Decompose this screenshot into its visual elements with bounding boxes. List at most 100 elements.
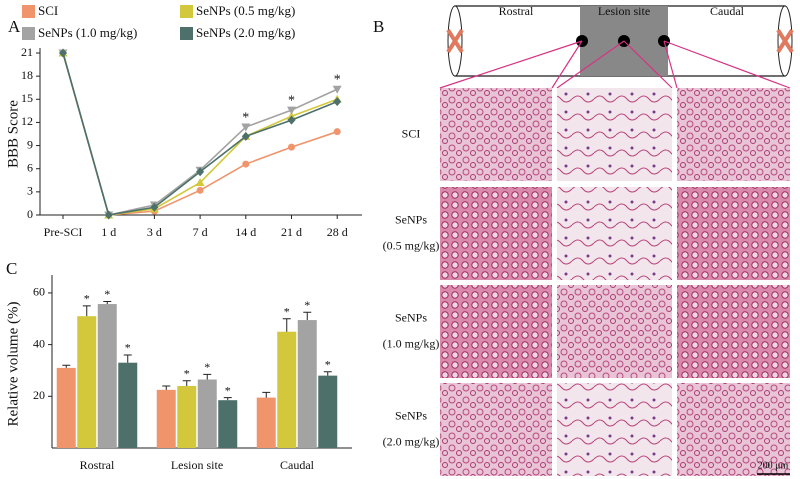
- x-tick-label: 28 d: [327, 225, 348, 239]
- legend-label: SCI: [38, 3, 58, 18]
- x-tick-label: 21 d: [281, 225, 302, 239]
- y-tick-label: 18: [21, 68, 33, 82]
- bar: [56, 367, 76, 448]
- significance-mark: *: [184, 367, 190, 381]
- x-tick-label: Caudal: [280, 458, 315, 472]
- histology-image: [557, 88, 672, 181]
- region-label: Rostral: [499, 4, 534, 18]
- point: [288, 143, 295, 151]
- error-bar: [82, 305, 91, 317]
- significance-mark: *: [284, 305, 290, 319]
- bar: [318, 375, 338, 448]
- point: [150, 202, 159, 212]
- histology-image: [557, 383, 672, 476]
- point: [287, 106, 296, 115]
- error-bar: [262, 391, 271, 398]
- point: [333, 128, 341, 136]
- significance-mark: *: [84, 292, 90, 306]
- error-bar: [62, 364, 71, 368]
- bar: [77, 316, 97, 448]
- point: [241, 123, 251, 132]
- legend-swatch: [180, 5, 193, 18]
- histology-grid: [440, 88, 790, 476]
- significance-mark: *: [288, 93, 295, 108]
- y-tick-label: 3: [27, 184, 33, 198]
- bar: [156, 389, 176, 448]
- significance-mark: *: [334, 72, 341, 87]
- panel-label: C: [6, 259, 17, 278]
- point: [104, 210, 113, 220]
- legend-swatch: [22, 5, 35, 18]
- bar: [297, 320, 317, 448]
- panel-label: A: [8, 17, 21, 36]
- legend-label: SeNPs (2.0 mg/kg): [196, 25, 295, 40]
- y-tick-label: 20: [33, 388, 45, 402]
- row-label: SCI: [402, 126, 421, 140]
- row-label: (1.0 mg/kg): [383, 336, 440, 350]
- scale-bar-label: 200 μm: [758, 460, 789, 471]
- x-tick-label: Pre-SCI: [44, 225, 83, 239]
- x-tick-label: 7 d: [193, 225, 208, 239]
- region-label: Lesion site: [598, 4, 650, 18]
- bar: [118, 362, 138, 448]
- error-bar: [162, 385, 171, 390]
- point: [195, 178, 205, 187]
- x-tick-label: 3 d: [147, 225, 162, 239]
- point: [332, 85, 342, 94]
- bar: [256, 397, 276, 448]
- legend-swatch: [22, 27, 35, 40]
- error-bar: [282, 318, 291, 332]
- error-bar: [103, 300, 112, 305]
- x-tick-label: Rostral: [80, 458, 115, 472]
- y-axis-title: BBB Score: [5, 100, 21, 168]
- significance-mark: *: [204, 360, 210, 374]
- error-bar: [223, 397, 232, 401]
- histology-image: [440, 88, 552, 181]
- point: [242, 160, 250, 168]
- x-tick-label: Lesion site: [171, 458, 223, 472]
- bar: [197, 379, 217, 448]
- bar: [218, 400, 238, 448]
- significance-mark: *: [104, 287, 110, 301]
- legend-swatch: [180, 27, 193, 40]
- legend-label: SeNPs (0.5 mg/kg): [196, 3, 295, 18]
- error-bar: [303, 311, 312, 321]
- histology-image: [440, 187, 552, 280]
- y-tick-label: 9: [27, 137, 33, 151]
- row-label: SeNPs: [395, 212, 427, 226]
- y-tick-label: 0: [27, 207, 33, 221]
- y-tick-label: 12: [21, 114, 33, 128]
- bar: [177, 385, 197, 448]
- spinal-schematic: [439, 5, 794, 89]
- bar: [277, 331, 297, 448]
- x-tick-label: 1 d: [101, 225, 116, 239]
- significance-mark: *: [225, 383, 231, 397]
- y-tick-label: 60: [33, 285, 45, 299]
- row-label: SeNPs: [395, 408, 427, 422]
- histology-image: [677, 383, 790, 476]
- histology-image: [557, 187, 672, 280]
- histology-image: [677, 285, 790, 378]
- point: [333, 97, 342, 107]
- error-bar: [182, 380, 191, 386]
- significance-mark: *: [125, 341, 131, 355]
- error-bar: [123, 354, 132, 363]
- row-label: SeNPs: [395, 310, 427, 324]
- point: [196, 186, 204, 194]
- row-label: (0.5 mg/kg): [383, 238, 440, 252]
- panel-label: B: [373, 17, 384, 36]
- y-tick-label: 21: [21, 45, 33, 59]
- legend-label: SeNPs (1.0 mg/kg): [38, 25, 137, 40]
- significance-mark: *: [242, 110, 249, 125]
- point: [241, 131, 250, 141]
- row-label: (2.0 mg/kg): [383, 434, 440, 448]
- significance-mark: *: [325, 358, 331, 372]
- y-tick-label: 15: [21, 91, 33, 105]
- histology-image: [677, 187, 790, 280]
- x-tick-label: 14 d: [235, 225, 256, 239]
- significance-mark: *: [304, 298, 310, 312]
- region-label: Caudal: [710, 4, 745, 18]
- point: [287, 115, 296, 125]
